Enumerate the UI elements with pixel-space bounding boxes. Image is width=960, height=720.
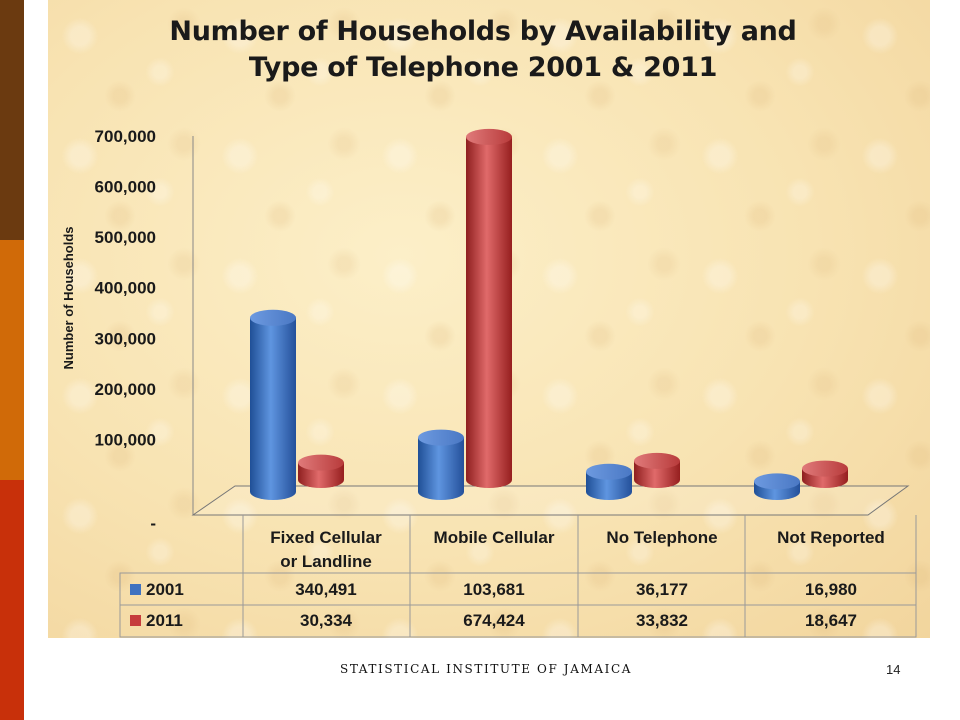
bar-top-2011-1 xyxy=(466,128,512,145)
chart-title: Number of Households by Availability and… xyxy=(118,14,848,86)
page-number: 14 xyxy=(886,662,901,677)
legend-key-2011 xyxy=(130,615,141,626)
side-strip-bottom xyxy=(0,480,24,720)
footer-institute: STATISTICAL INSTITUTE OF JAMAICA xyxy=(340,662,633,676)
data-label: 36,177 xyxy=(636,580,688,599)
data-label: 340,491 xyxy=(295,580,356,599)
category-label: Not Reported xyxy=(777,528,885,547)
bar-2001-0 xyxy=(250,317,296,500)
chart-floor xyxy=(191,485,910,516)
data-label: 674,424 xyxy=(463,611,525,630)
data-label: 103,681 xyxy=(463,580,524,599)
category-label: Mobile Cellular xyxy=(434,528,555,547)
data-label: 16,980 xyxy=(805,580,857,599)
bar-top-2011-3 xyxy=(802,460,848,477)
bar-top-2011-2 xyxy=(634,452,680,469)
legend-key-2001 xyxy=(130,584,141,595)
data-label: 33,832 xyxy=(636,611,688,630)
legend-label: 2011 xyxy=(146,611,183,630)
category-label: No Telephone xyxy=(606,528,717,547)
y-tick-label: 600,000 xyxy=(95,178,156,197)
category-label: or Landline xyxy=(280,552,372,571)
data-label: 18,647 xyxy=(805,611,857,630)
y-tick-label: 500,000 xyxy=(95,228,156,247)
category-label: Fixed Cellular xyxy=(270,528,382,547)
y-tick-label: 200,000 xyxy=(95,380,156,399)
y-tick-label: - xyxy=(150,514,156,533)
y-tick-label: 400,000 xyxy=(95,279,156,298)
data-label: 30,334 xyxy=(300,611,353,630)
y-tick-label: 700,000 xyxy=(95,127,156,146)
bar-2001-1 xyxy=(418,437,464,500)
chart-panel: Number of Households by Availability and… xyxy=(48,0,930,638)
bar-top-2001-1 xyxy=(418,429,464,446)
y-tick-label: 100,000 xyxy=(95,430,156,449)
side-strip-top xyxy=(0,0,24,240)
y-axis-label: Number of Households xyxy=(61,226,76,369)
bar-2011-1 xyxy=(466,136,512,488)
bar-2001-2 xyxy=(586,471,632,500)
side-strip-middle xyxy=(0,240,24,480)
bar-top-2011-0 xyxy=(298,454,344,471)
chart-title-line-2: Type of Telephone 2001 & 2011 xyxy=(248,52,718,83)
chart-title-line-1: Number of Households by Availability and xyxy=(169,16,797,47)
y-tick-label: 300,000 xyxy=(95,329,156,348)
bar-top-2001-3 xyxy=(754,473,800,490)
bar-top-2001-2 xyxy=(586,463,632,480)
legend-label: 2001 xyxy=(146,580,184,599)
bar-chart: - 100,000 200,000 300,000 400,000 500,000 600,… xyxy=(61,127,917,638)
bar-top-2001-0 xyxy=(250,309,296,326)
